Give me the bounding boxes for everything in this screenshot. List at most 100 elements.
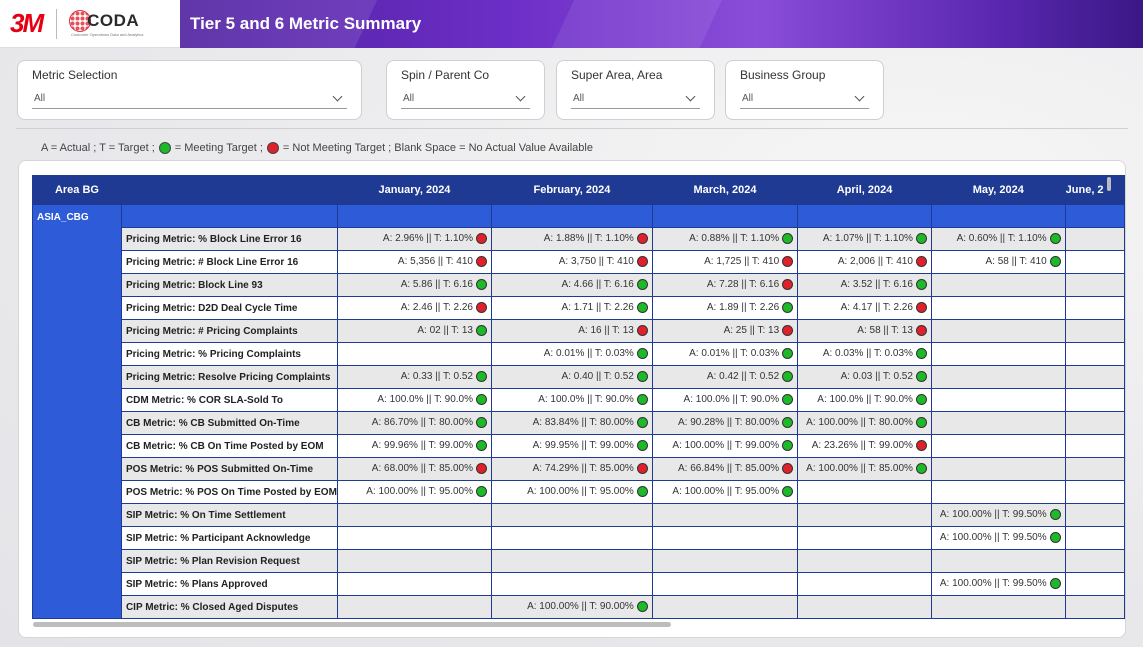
metric-value-text: A: 58 || T: 13 [857,325,913,337]
metric-value-cell [930,480,1066,504]
table-row: CB Metric: % CB On Time Posted by EOM A: … [33,434,1125,458]
metric-value-cell: A: 58 || T: 13 [797,319,932,343]
table-row: POS Metric: % POS On Time Posted by EOM A… [33,480,1125,504]
metric-value-cell: A: 100.00% || T: 80.00% [797,411,932,435]
metric-value-cell: A: 23.26% || T: 99.00% [797,434,932,458]
filter-label: Spin / Parent Co [401,68,490,82]
horizontal-scrollbar[interactable] [33,622,671,627]
dropdown-value: All [34,92,46,104]
metric-value-cell: A: 100.00% || T: 99.50% [930,572,1066,596]
business-group-dropdown[interactable]: All [740,88,869,109]
metric-value-text: A: 100.00% || T: 90.00% [527,601,634,613]
meeting-target-dot-icon [915,279,927,291]
metric-value-cell: A: 2.46 || T: 2.26 [336,296,492,320]
metric-value-cell: A: 0.40 || T: 0.52 [490,365,653,389]
metric-value-cell [930,434,1066,458]
metric-value-text: A: 99.95% || T: 99.00% [532,440,634,452]
meeting-target-dot-icon [782,417,794,429]
metric-name: SIP Metric: % On Time Settlement [120,503,338,527]
metric-value-cell [336,572,492,596]
table-row: CDM Metric: % COR SLA-Sold To A: 100.0% |… [33,388,1125,412]
meeting-target-dot-icon [636,486,648,498]
metric-value-cell [1064,595,1125,619]
metric-value-text: A: 68.00% || T: 85.00% [371,463,473,475]
meeting-target-dot-icon [915,371,927,383]
metric-matrix: Area BG January, 2024 February, 2024 March… [32,175,1125,619]
metric-value-cell [1064,388,1125,412]
metric-value-cell [336,595,492,619]
metric-value-cell: A: 99.96% || T: 99.00% [336,434,492,458]
meeting-target-dot-icon [782,233,794,245]
metric-value-cell [651,503,799,527]
column-header-month[interactable]: January, 2024 [336,175,492,205]
metric-value-cell: A: 4.17 || T: 2.26 [797,296,932,320]
metric-value-cell [930,457,1066,481]
not-meeting-target-dot-icon [636,256,648,268]
metric-value-cell: A: 100.00% || T: 95.00% [490,480,653,504]
metric-value-text: A: 0.01% || T: 0.03% [543,348,634,360]
vertical-scrollbar[interactable] [1107,177,1111,191]
filter-business-group: Business Group All [725,60,884,120]
metric-name: CB Metric: % CB Submitted On-Time [120,411,338,435]
metric-value-text: A: 83.84% || T: 80.00% [532,417,634,429]
metric-selection-dropdown[interactable]: All [32,88,347,109]
metric-value-cell: A: 74.29% || T: 85.00% [490,457,653,481]
metric-value-cell: A: 4.66 || T: 6.16 [490,273,653,297]
table-row: SIP Metric: % Plan Revision Request [33,549,1125,573]
super-area-dropdown[interactable]: All [571,88,700,109]
column-header-metric[interactable] [120,175,338,205]
not-meeting-target-dot-icon [915,302,927,314]
group-cell [490,204,653,228]
meeting-target-dot-icon [915,394,927,406]
metric-value-cell: A: 83.84% || T: 80.00% [490,411,653,435]
coda-tagline: Customer Operations Data and Analytics [71,32,144,37]
column-header-month[interactable]: March, 2024 [651,175,799,205]
filter-label: Super Area, Area [571,68,663,82]
column-header-month[interactable]: February, 2024 [490,175,653,205]
table-row: Pricing Metric: Block Line 93 A: 5.86 || … [33,273,1125,297]
metric-value-cell: A: 1.89 || T: 2.26 [651,296,799,320]
column-header-month[interactable]: May, 2024 [930,175,1066,205]
metric-value-cell: A: 0.03% || T: 0.03% [797,342,932,366]
metric-value-text: A: 1.88% || T: 1.10% [543,233,634,245]
meeting-target-dot-icon [1049,532,1061,544]
meeting-target-dot-icon [1049,578,1061,590]
metric-value-cell: A: 66.84% || T: 85.00% [651,457,799,481]
metric-name: SIP Metric: % Plan Revision Request [120,549,338,573]
section-divider [16,128,1128,129]
spin-parent-co-dropdown[interactable]: All [401,88,530,109]
meeting-target-dot-icon [1049,256,1061,268]
area-label: ASIA_CBG [32,204,122,619]
metric-value-cell [490,549,653,573]
metric-value-cell [1064,342,1125,366]
metric-value-cell: A: 0.33 || T: 0.52 [336,365,492,389]
metric-value-cell [930,273,1066,297]
app-header: 3M CODA Customer Operations Data and Ana… [0,0,1143,48]
coda-globe-icon [69,10,92,32]
column-header-month[interactable]: June, 2 [1064,175,1125,205]
metric-value-text: A: 2.96% || T: 1.10% [382,233,473,245]
metric-value-cell: A: 1,725 || T: 410 [651,250,799,274]
metric-value-text: A: 90.28% || T: 80.00% [677,417,780,429]
metric-value-text: A: 0.01% || T: 0.03% [689,348,780,360]
filter-spin-parent-co: Spin / Parent Co All [386,60,545,120]
metric-value-text: A: 0.88% || T: 1.10% [689,233,780,245]
not-meeting-target-dot-icon [782,256,794,268]
metric-value-cell: A: 1.71 || T: 2.26 [490,296,653,320]
metric-name: Pricing Metric: % Block Line Error 16 [120,227,338,251]
meeting-target-dot-icon [782,394,794,406]
table-row: Pricing Metric: D2D Deal Cycle Time A: 2.… [33,296,1125,320]
metric-name: Pricing Metric: % Pricing Complaints [120,342,338,366]
metric-value-cell: A: 68.00% || T: 85.00% [336,457,492,481]
metric-name: POS Metric: % POS Submitted On-Time [120,457,338,481]
filter-super-area: Super Area, Area All [556,60,715,120]
table-row: Pricing Metric: % Pricing Complaints A: 0… [33,342,1125,366]
metric-value-text: A: 100.00% || T: 85.00% [806,463,913,475]
chevron-down-icon [685,91,696,101]
column-header-month[interactable]: April, 2024 [797,175,932,205]
column-header-area-bg[interactable]: Area BG [32,175,122,205]
metric-value-cell: A: 58 || T: 410 [930,250,1066,274]
metric-value-text: A: 4.17 || T: 2.26 [840,302,913,314]
not-meeting-target-dot-icon [475,302,487,314]
meeting-target-dot-icon [782,302,794,314]
